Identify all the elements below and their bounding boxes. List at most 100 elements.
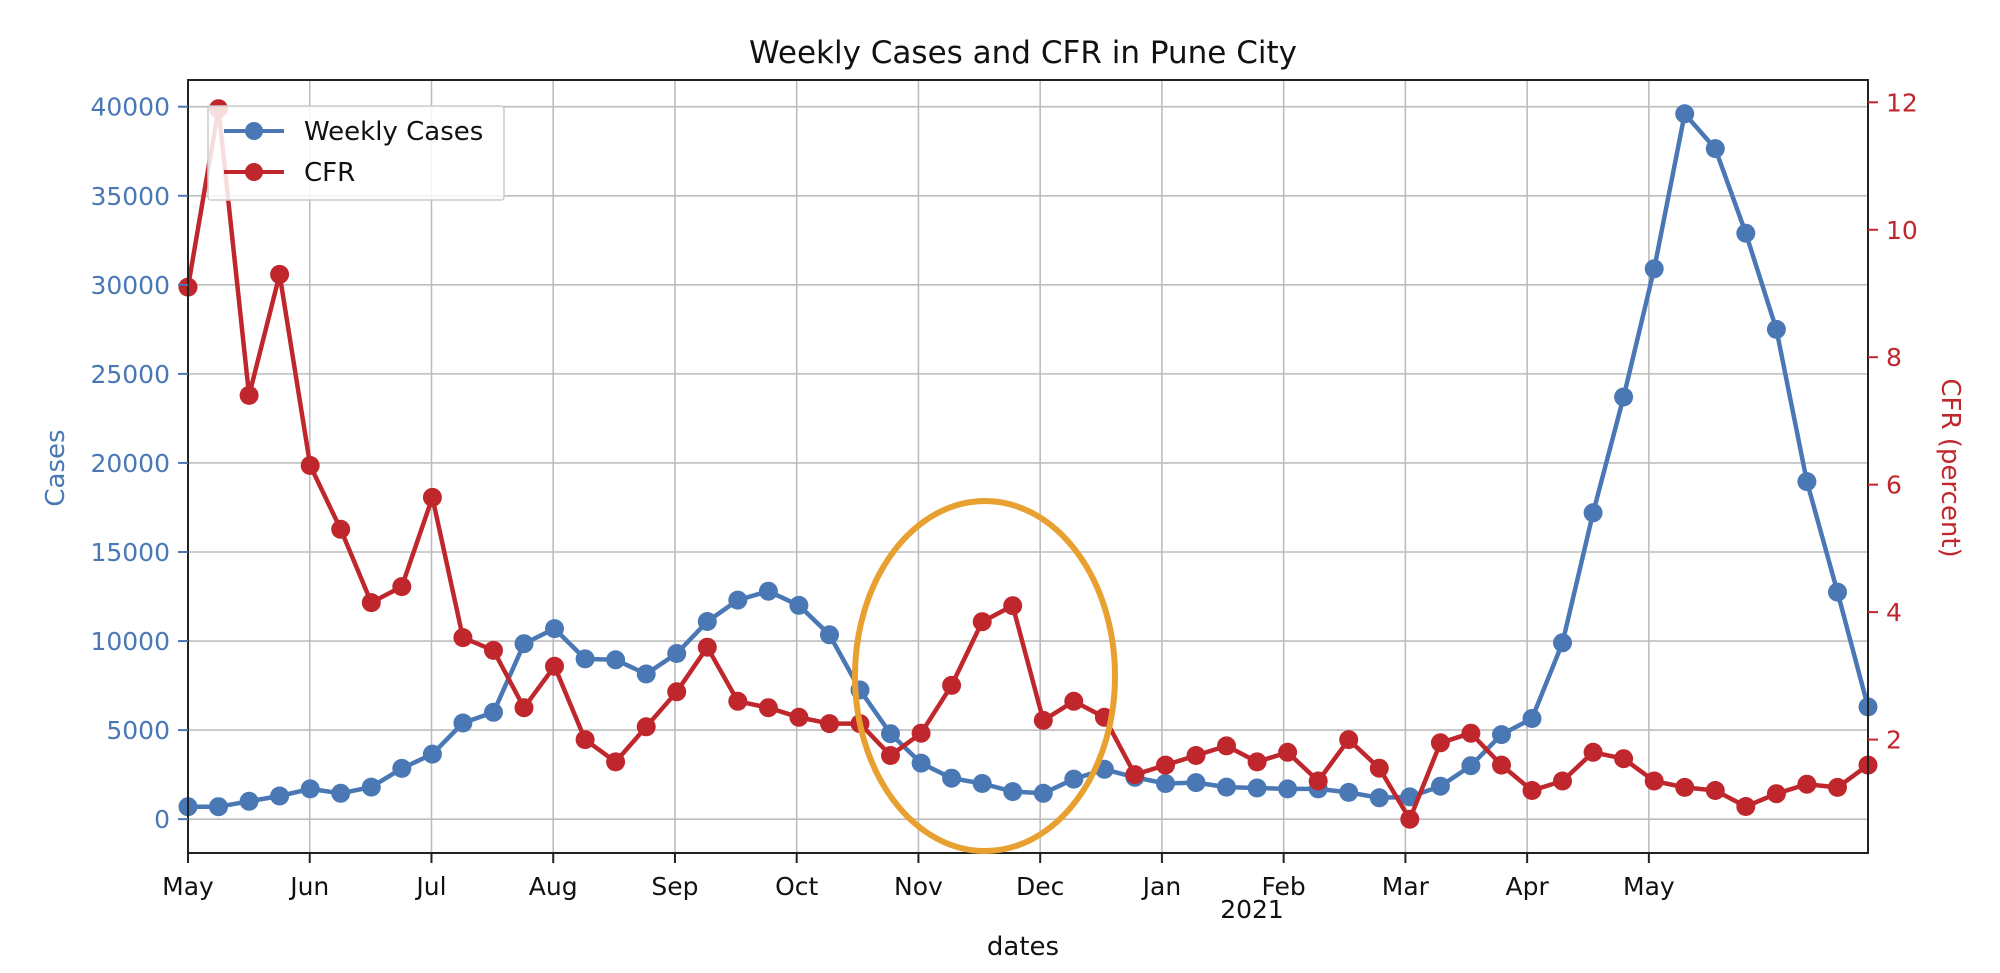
y-left-axis-title: Cases [41,429,71,506]
data-point-cfr [1583,742,1603,762]
data-point-cases [972,774,992,793]
data-point-cases [728,590,748,610]
data-point-cfr [1492,755,1511,775]
data-point-cfr [1675,777,1695,797]
data-point-cases [1492,725,1511,745]
legend: Weekly Cases CFR [207,105,505,201]
data-point-cases [1797,472,1817,492]
data-point-cases [881,724,900,744]
data-point-cfr [972,612,992,632]
data-point-cases [911,753,931,773]
data-point-cases [1186,773,1206,793]
data-point-cases [1553,633,1572,653]
data-point-cases [820,625,839,645]
y-left-tick-label: 20000 [90,449,170,478]
y-right-tick-label: 4 [1886,598,1902,627]
data-point-cases [575,649,595,669]
data-point-cfr [1339,730,1359,750]
data-point-cases [1033,783,1053,803]
data-point-cases [270,786,290,806]
data-point-cases [545,619,564,639]
data-point-cases [422,744,442,764]
data-point-cases [209,797,228,817]
highlight-ellipse [852,498,1118,854]
grid-layer [188,80,1868,853]
x-tick-label: Apr [1506,872,1550,901]
data-point-cases [1156,774,1175,793]
y-right-tick-label: 2 [1886,726,1902,755]
legend-label-cfr: CFR [304,158,355,188]
data-point-cfr [820,714,839,734]
data-point-cases [392,758,412,778]
data-point-cases [361,777,381,797]
data-point-cases [789,595,809,615]
legend-marker-cases [245,122,263,140]
data-point-cases [514,634,534,654]
data-point-cfr [1522,781,1542,800]
legend-label-cases: Weekly Cases [304,117,483,147]
data-point-cfr [514,698,534,718]
x-axis-title: dates [987,932,1059,962]
y-left-tick-label: 0 [154,805,170,834]
data-point-cfr [270,264,290,284]
data-point-cases [1339,782,1359,802]
data-point-cases [636,664,656,684]
x-tick-label: Jan [1141,872,1182,901]
data-point-cfr [1828,777,1847,797]
data-point-cases [1675,104,1695,124]
x-tick-label: Nov [894,872,943,901]
data-point-cases [667,644,687,663]
y-right-tick-label: 8 [1886,343,1902,372]
data-point-cfr [881,746,900,765]
data-point-cases [1247,778,1267,798]
data-point-cfr [1766,784,1786,804]
data-point-cfr [1308,771,1328,791]
data-point-cases [300,779,320,799]
data-point-cases [1430,776,1450,796]
data-point-cfr [1278,742,1298,762]
data-point-cfr [1705,781,1725,800]
data-point-cases [1766,319,1786,339]
data-point-cfr [789,707,809,727]
data-point-cfr [911,723,931,743]
data-point-cases [758,581,778,601]
series-line-cases [188,111,1871,809]
data-point-cases [697,612,717,631]
data-point-cases [1522,709,1542,728]
ticks-layer: May Jun Jul Aug Sep Oct Nov Dec Jan Feb Mar Apr May 0… [90,88,1917,901]
data-point-cfr [697,637,717,657]
data-point-cfr [361,593,381,613]
data-point-cfr [1064,691,1084,711]
y-left-tick-label: 30000 [90,271,170,300]
data-point-cases [239,791,259,811]
data-point-cases [331,783,351,803]
y-left-tick-label: 15000 [90,538,170,567]
data-point-cfr [300,456,320,475]
data-point-cfr [667,682,687,702]
data-point-cases [1064,769,1084,789]
data-point-cases [1705,139,1725,159]
data-point-cfr [1125,765,1145,785]
data-point-cases [1003,782,1023,802]
x-tick-label: Dec [1016,872,1064,901]
y-left-tick-label: 10000 [90,627,170,656]
y-right-tick-label: 12 [1886,88,1918,117]
data-point-cfr [1430,733,1450,753]
lines-layer [178,99,1878,829]
data-point-cases [453,713,473,733]
x-tick-label: Aug [529,872,578,901]
data-point-cfr [453,628,473,648]
data-point-cfr [1369,758,1389,778]
data-point-cfr [728,691,748,711]
series-line-cfr [185,106,1870,822]
data-point-cfr [422,487,442,507]
data-point-cases [1644,259,1664,279]
y-left-tick-label: 25000 [90,360,170,389]
x-tick-label: Feb [1262,872,1306,901]
data-point-cfr [758,698,778,718]
data-point-cases [1828,582,1847,602]
data-point-cfr [1797,774,1817,794]
x-tick-label: Jul [414,872,446,901]
